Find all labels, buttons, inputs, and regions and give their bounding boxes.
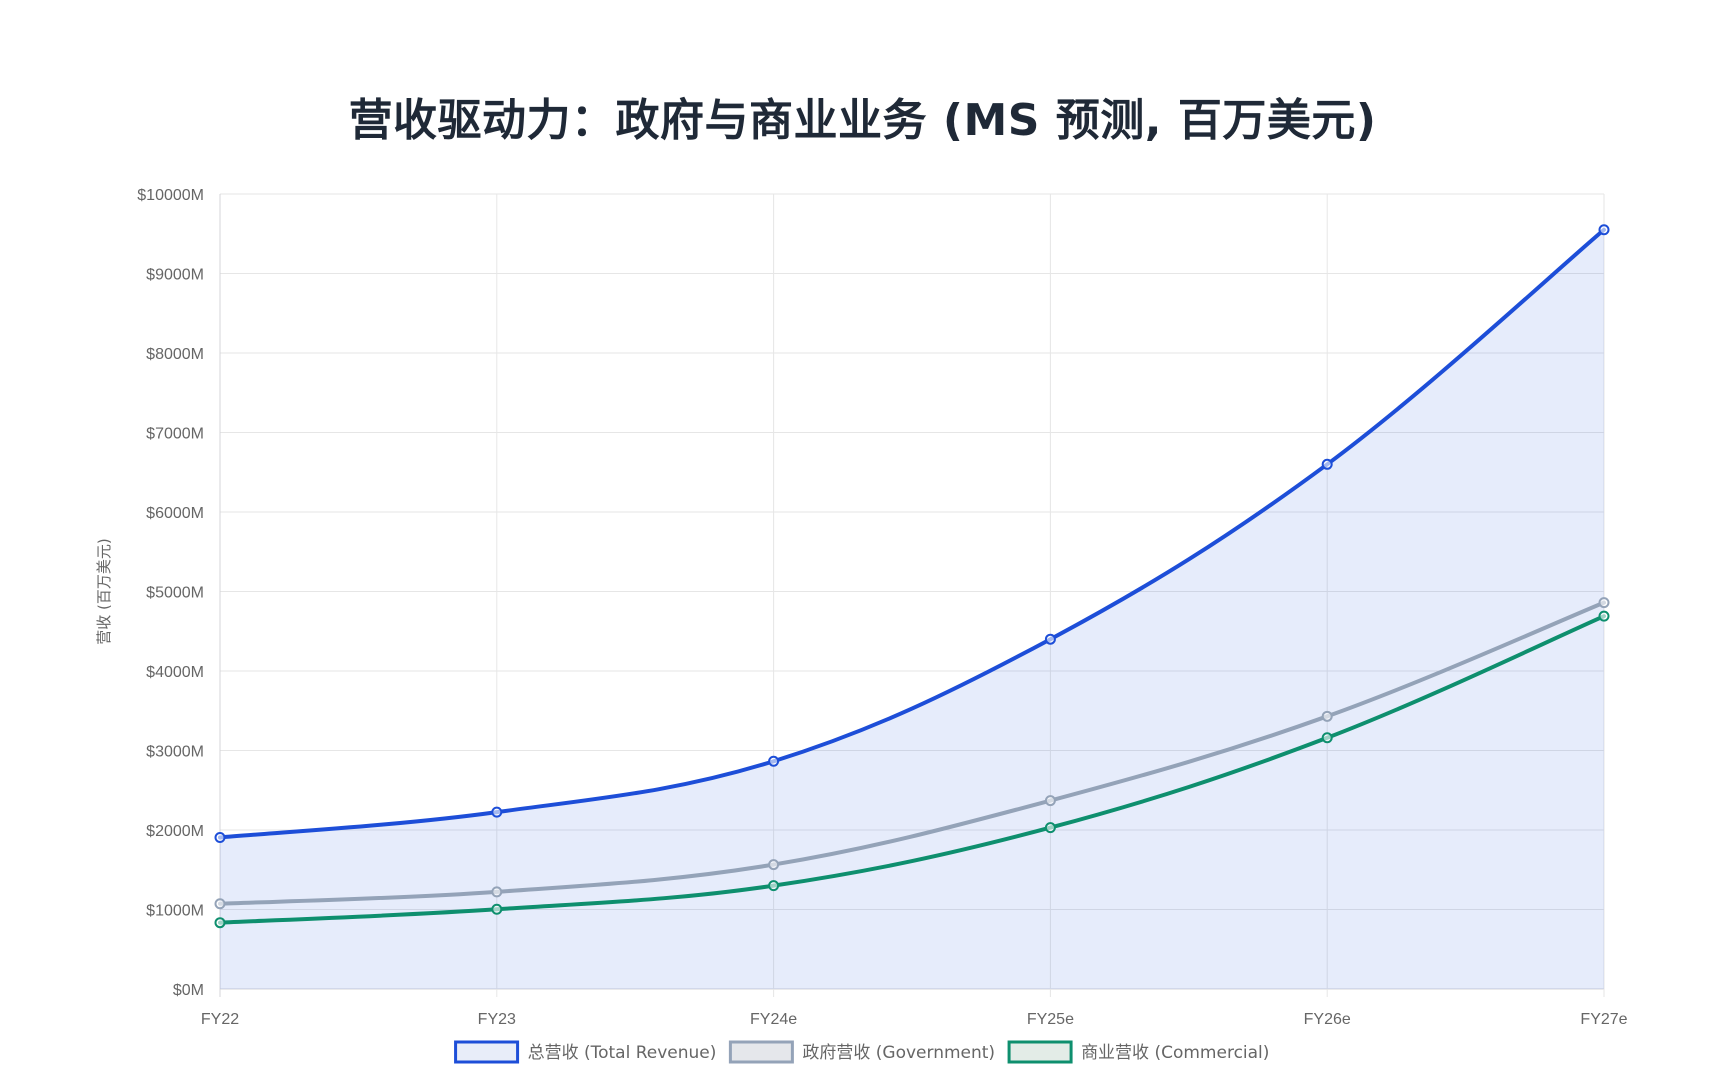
series-line-commercial bbox=[218, 614, 1606, 925]
data-point-commercial bbox=[1321, 732, 1333, 744]
y-axis-title: 营收 (百万美元) bbox=[95, 538, 113, 644]
data-point-commercial bbox=[1044, 822, 1056, 834]
y-tick-label: $10000M bbox=[137, 187, 204, 204]
data-point-commercial bbox=[768, 880, 780, 892]
legend-swatch-total bbox=[454, 1040, 520, 1064]
x-tick-label: FY24e bbox=[750, 1011, 797, 1028]
data-point-government bbox=[1598, 597, 1610, 609]
data-point-total bbox=[214, 831, 226, 843]
series-line-government bbox=[218, 600, 1606, 906]
legend-item-commercial[interactable]: 商业营收 (Commercial) bbox=[1007, 1040, 1269, 1064]
legend-item-government[interactable]: 政府营收 (Government) bbox=[728, 1040, 995, 1064]
data-point-government bbox=[1321, 710, 1333, 722]
legend-item-total[interactable]: 总营收 (Total Revenue) bbox=[454, 1040, 717, 1064]
x-tick-label: FY23 bbox=[478, 1011, 516, 1028]
data-point-commercial bbox=[491, 903, 503, 915]
y-tick-label: $6000M bbox=[146, 505, 204, 522]
legend-label-total: 总营收 (Total Revenue) bbox=[528, 1043, 717, 1063]
data-point-government bbox=[491, 886, 503, 898]
data-point-government bbox=[214, 898, 226, 910]
legend-swatch-commercial bbox=[1007, 1040, 1073, 1064]
area-total bbox=[220, 229, 1604, 989]
legend: 总营收 (Total Revenue) 政府营收 (Government) 商业营收… bbox=[454, 1040, 1269, 1064]
data-point-government bbox=[1044, 795, 1056, 807]
data-point-total bbox=[1321, 458, 1333, 470]
x-tick-label: FY26e bbox=[1304, 1011, 1351, 1028]
x-tick-label: FY22 bbox=[201, 1011, 239, 1028]
y-tick-label: $3000M bbox=[146, 744, 204, 761]
data-point-commercial bbox=[214, 917, 226, 929]
data-point-total bbox=[1044, 633, 1056, 645]
y-tick-label: $1000M bbox=[146, 903, 204, 920]
x-tick-label: FY27e bbox=[1580, 1011, 1627, 1028]
legend-label-commercial: 商业营收 (Commercial) bbox=[1081, 1043, 1269, 1063]
data-point-government bbox=[768, 859, 780, 871]
series-line-total bbox=[218, 227, 1606, 840]
data-point-total bbox=[491, 806, 503, 818]
y-tick-label: $8000M bbox=[146, 346, 204, 363]
data-point-total bbox=[1598, 224, 1610, 236]
y-tick-label: $9000M bbox=[146, 267, 204, 284]
y-tick-label: $4000M bbox=[146, 664, 204, 681]
legend-swatch-government bbox=[728, 1040, 794, 1064]
y-tick-label: $5000M bbox=[146, 585, 204, 602]
x-tick-label: FY25e bbox=[1027, 1011, 1074, 1028]
grid-lines bbox=[219, 193, 1605, 997]
y-tick-label: $0M bbox=[173, 982, 204, 999]
data-point-total bbox=[768, 755, 780, 767]
y-tick-label: $7000M bbox=[146, 426, 204, 443]
chart-title: 营收驱动力：政府与商业业务 (MS 预测, 百万美元) bbox=[348, 95, 1377, 146]
data-point-commercial bbox=[1598, 610, 1610, 622]
legend-label-government: 政府营收 (Government) bbox=[802, 1043, 995, 1063]
y-tick-label: $2000M bbox=[146, 823, 204, 840]
